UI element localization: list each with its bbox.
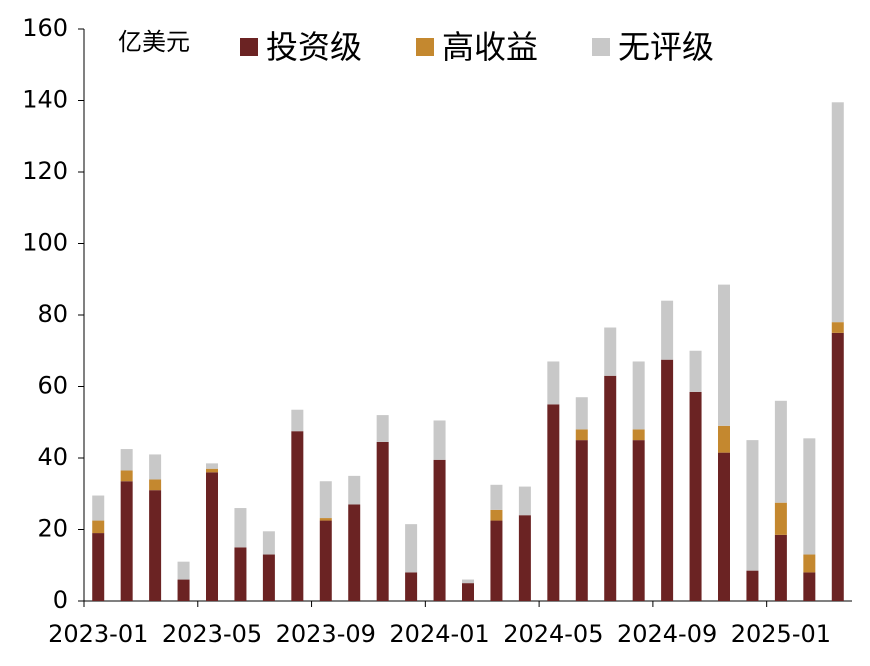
bar-segment (746, 440, 759, 571)
bar-segment (803, 572, 816, 601)
bar-segment (661, 359, 674, 601)
legend-label: 高收益 (442, 28, 538, 66)
bar-segment (547, 404, 560, 601)
bar-segment (149, 479, 162, 491)
bar-segment (206, 468, 218, 473)
legend-label: 投资级 (266, 28, 362, 66)
bar-segment (348, 475, 361, 505)
x-tick-label: 2024-09 (617, 620, 717, 648)
bar-segment (348, 504, 361, 601)
x-tick-label: 2024-01 (389, 620, 489, 648)
bar-segment (206, 472, 218, 601)
bar-segment (120, 470, 133, 482)
bar-segment (319, 520, 332, 601)
bar-segment (661, 300, 674, 360)
bar-segment (803, 554, 816, 573)
bar-segment (575, 397, 588, 430)
bar-segment (774, 400, 787, 503)
bar-segment (490, 484, 503, 510)
bar-segment (575, 429, 588, 441)
bar-segment (376, 415, 389, 442)
x-tick-label: 2024-05 (503, 620, 603, 648)
bar-segment (746, 570, 759, 601)
bar-segment (604, 327, 617, 376)
bar-segment (262, 531, 275, 555)
bar-segment (433, 459, 446, 601)
y-tick-label: 20 (37, 515, 68, 543)
bar-segment (319, 481, 332, 519)
bar-segment (803, 438, 816, 555)
bar-segment (291, 431, 304, 601)
bar-segment (433, 420, 446, 460)
bar-segment (405, 524, 418, 573)
bar-segment (234, 508, 247, 548)
bar-segment (831, 332, 844, 601)
x-tick-label: 2023-05 (162, 620, 262, 648)
legend-swatch (592, 38, 610, 56)
bar-segment (774, 502, 787, 535)
y-axis-label: 亿美元 (118, 28, 190, 56)
bar-segment (120, 449, 133, 471)
x-tick-label: 2025-01 (731, 620, 831, 648)
bar-segment (462, 583, 474, 601)
bar-segment (689, 350, 702, 392)
bar-segment (831, 322, 844, 333)
bar-segment (405, 572, 418, 601)
bar-segment (120, 481, 133, 601)
y-tick-label: 120 (22, 157, 68, 185)
bar-segment (518, 515, 531, 601)
bar-segment (149, 490, 162, 601)
bar-segment (206, 463, 218, 469)
bar-segment (718, 452, 730, 601)
y-tick-label: 160 (22, 14, 68, 42)
bar-segment (92, 533, 105, 601)
bar-segment (376, 441, 389, 601)
bar-segment (92, 495, 105, 521)
bar-segment (718, 425, 730, 453)
bar-segment (490, 520, 503, 601)
bar-segment (319, 518, 332, 521)
legend-swatch (416, 38, 434, 56)
bar-segment (774, 534, 787, 601)
bar-segment (149, 454, 162, 480)
bar-segment (177, 561, 190, 580)
y-tick-label: 80 (37, 300, 68, 328)
legend-swatch (240, 38, 258, 56)
x-tick-label: 2023-09 (276, 620, 376, 648)
x-tick-label: 2023-01 (48, 620, 148, 648)
bar-segment (689, 391, 702, 601)
y-tick-label: 40 (37, 443, 68, 471)
bar-segment (92, 520, 105, 534)
y-tick-label: 0 (53, 586, 68, 614)
bar-segment (575, 440, 588, 601)
bar-segment (291, 409, 304, 432)
bar-segment (718, 284, 730, 426)
y-tick-label: 140 (22, 86, 68, 114)
legend-label: 无评级 (618, 28, 714, 66)
bar-segment (547, 361, 560, 405)
bar-segment (462, 579, 474, 584)
bar-segment (177, 579, 190, 601)
bar-segment (262, 554, 275, 601)
bar-segment (490, 509, 503, 521)
bar-segment (518, 486, 531, 516)
bar-segment (632, 440, 645, 601)
y-tick-label: 60 (37, 372, 68, 400)
y-tick-label: 100 (22, 229, 68, 257)
bar-segment (632, 429, 645, 441)
bar-segment (632, 361, 645, 430)
bar-segment (234, 547, 247, 601)
bar-segment (831, 102, 844, 323)
bar-segment (604, 375, 617, 601)
